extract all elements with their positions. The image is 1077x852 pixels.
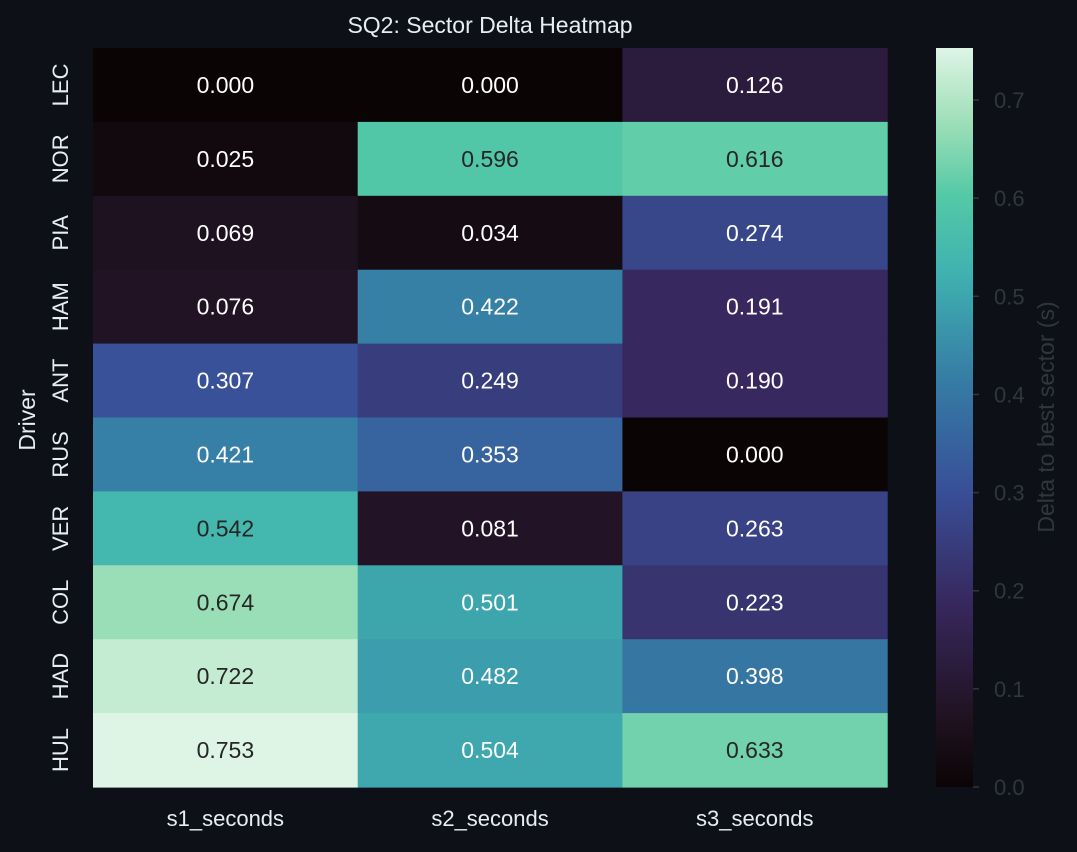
heatmap-cell: [622, 269, 888, 345]
cell-value-label: 0.722: [197, 663, 255, 689]
colorbar-label: Delta to best sector (s): [1033, 301, 1059, 532]
cell-value-label: 0.126: [726, 72, 784, 98]
heatmap-cell: [93, 269, 359, 345]
heatmap-cell: [357, 491, 623, 566]
heatmap-cell: [93, 491, 359, 566]
colorbar: [936, 48, 973, 787]
cell-value-label: 0.398: [726, 663, 784, 689]
heatmap-cell: [622, 639, 888, 714]
heatmap-cell: [93, 121, 359, 197]
cell-value-label: 0.353: [461, 441, 519, 467]
y-axis-label: Driver: [14, 389, 40, 451]
x-tick-label: s3_seconds: [696, 806, 813, 831]
heatmap-cell: [93, 713, 359, 788]
cell-value-label: 0.025: [197, 146, 255, 172]
heatmap-cell: [357, 343, 623, 419]
heatmap-cell: [93, 565, 359, 640]
cell-value-label: 0.422: [461, 294, 519, 320]
heatmap-cell: [622, 48, 888, 123]
cell-value-label: 0.482: [461, 663, 519, 689]
heatmap-cell: [93, 195, 359, 271]
heatmap-cell: [622, 491, 888, 566]
x-tick-label: s1_seconds: [167, 806, 284, 831]
cell-value-label: 0.034: [461, 220, 519, 246]
cell-value-label: 0.000: [461, 72, 519, 98]
cell-value-label: 0.081: [461, 515, 519, 541]
y-tick-label: LEC: [48, 63, 73, 106]
heatmap-cell: [622, 565, 888, 640]
heatmap-cell: [622, 343, 888, 419]
heatmap-cell: [93, 417, 359, 492]
heatmap-cell: [357, 269, 623, 345]
heatmap-cell: [357, 121, 623, 197]
colorbar-tick-label: 0.1: [994, 677, 1025, 702]
x-tick-label: s2_seconds: [431, 806, 548, 831]
y-tick-label: PIA: [48, 215, 73, 251]
y-tick-label: VER: [48, 506, 73, 551]
cell-value-label: 0.616: [726, 146, 784, 172]
heatmap-cell: [93, 343, 359, 419]
cell-value-label: 0.274: [726, 220, 784, 246]
cell-value-label: 0.223: [726, 589, 784, 615]
y-tick-label: ANT: [48, 359, 73, 403]
cell-value-label: 0.633: [726, 737, 784, 763]
cell-value-label: 0.501: [461, 589, 519, 615]
heatmap-cell: [357, 713, 623, 788]
heatmap-cell: [622, 417, 888, 492]
heatmap-cell: [93, 639, 359, 714]
y-tick-labels: LEC NOR PIA HAM ANT RUS VER COL HAD HUL: [48, 63, 73, 772]
colorbar-tick-label: 0.3: [994, 481, 1025, 506]
y-tick-label: RUS: [48, 431, 73, 477]
heatmap-cell: [357, 48, 623, 123]
cell-value-label: 0.504: [461, 737, 519, 763]
colorbar-tick-label: 0.5: [994, 284, 1025, 309]
heatmap-cell: [357, 195, 623, 271]
cell-annotations: 0.000 0.000 0.126 0.025 0.596 0.616 0.069 0.034…: [197, 72, 784, 763]
y-tick-label: HUL: [48, 728, 73, 772]
colorbar-tick-label: 0.0: [994, 775, 1025, 800]
y-tick-label: NOR: [48, 134, 73, 183]
heatmap-cell: [622, 121, 888, 197]
y-tick-label: COL: [48, 580, 73, 625]
cell-value-label: 0.069: [197, 220, 255, 246]
cell-value-label: 0.000: [726, 441, 784, 467]
cell-value-label: 0.191: [726, 294, 784, 320]
heatmap-cell: [622, 195, 888, 271]
cell-value-label: 0.674: [197, 589, 255, 615]
heatmap-cells: [93, 48, 888, 788]
chart-title: SQ2: Sector Delta Heatmap: [347, 12, 632, 38]
colorbar-tick-label: 0.7: [994, 88, 1025, 113]
colorbar-tick-label: 0.4: [994, 382, 1025, 407]
heatmap-cell: [357, 417, 623, 492]
cell-value-label: 0.596: [461, 146, 519, 172]
heatmap-cell: [357, 639, 623, 714]
colorbar-ticks: 0.0 0.1 0.2 0.3 0.4 0.5 0.6 0.7: [973, 88, 1025, 800]
cell-value-label: 0.542: [197, 515, 255, 541]
x-tick-labels: s1_seconds s2_seconds s3_seconds: [167, 806, 814, 831]
y-tick-label: HAD: [48, 653, 73, 699]
cell-value-label: 0.076: [197, 294, 255, 320]
cell-value-label: 0.249: [461, 368, 519, 394]
cell-value-label: 0.263: [726, 515, 784, 541]
heatmap-cell: [93, 48, 359, 123]
y-tick-label: HAM: [48, 282, 73, 331]
colorbar-tick-label: 0.2: [994, 579, 1025, 604]
cell-value-label: 0.307: [197, 368, 255, 394]
colorbar-tick-label: 0.6: [994, 186, 1025, 211]
cell-value-label: 0.000: [197, 72, 255, 98]
cell-value-label: 0.753: [197, 737, 255, 763]
heatmap-cell: [357, 565, 623, 640]
heatmap-cell: [622, 713, 888, 788]
cell-value-label: 0.190: [726, 368, 784, 394]
cell-value-label: 0.421: [197, 441, 255, 467]
